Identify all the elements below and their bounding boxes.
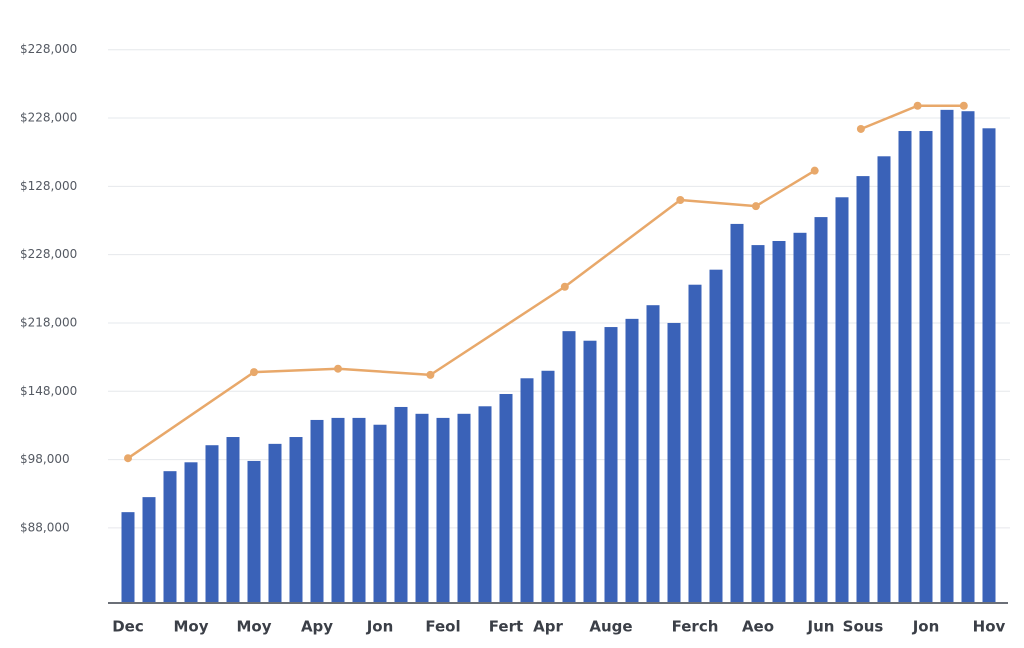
bar (772, 240, 786, 603)
line-point (124, 454, 132, 463)
x-tick-label: Feol (425, 618, 460, 636)
y-tick-label: $148,000 (20, 384, 77, 398)
line-point (676, 196, 685, 205)
line-point (810, 166, 819, 175)
line-point (250, 368, 258, 377)
x-tick-label: Apr (533, 618, 563, 636)
bar (793, 232, 807, 603)
y-tick-label: $128,000 (20, 179, 77, 193)
bar (940, 109, 954, 604)
x-tick-label: Moy (173, 618, 208, 636)
y-tick-label: $228,000 (20, 42, 77, 56)
x-tick-label: Sous (843, 618, 884, 636)
x-tick-label: Auge (589, 618, 632, 636)
bar (121, 512, 135, 603)
y-tick-label: $228,000 (20, 111, 77, 125)
line-point (426, 370, 435, 379)
x-tick-label: Hov (973, 618, 1006, 636)
y-tick-label: $98,000 (20, 452, 70, 466)
line-point (560, 282, 569, 291)
line-point (959, 101, 968, 110)
bar (835, 197, 849, 603)
x-tick-label: Jon (912, 618, 940, 636)
bar (625, 318, 639, 603)
x-tick-label: Jon (366, 618, 394, 636)
bar (436, 417, 450, 603)
bar (730, 223, 744, 603)
bar (709, 269, 723, 603)
bar (331, 417, 345, 603)
bar (499, 393, 513, 603)
bar (541, 370, 555, 603)
x-tick-label: Fert (489, 618, 523, 636)
bar (352, 417, 366, 603)
bar (163, 471, 177, 603)
bar (688, 284, 702, 603)
x-tick-label: Aeo (742, 618, 774, 636)
bar (961, 111, 975, 603)
bar (205, 445, 219, 603)
line-point (751, 202, 760, 211)
line-point (334, 364, 342, 373)
x-tick-label: Moy (236, 618, 271, 636)
bar (751, 245, 765, 604)
bar (814, 217, 828, 603)
bar (667, 322, 681, 603)
bar (982, 128, 996, 603)
x-tick-label: Ferch (672, 618, 719, 636)
bar (520, 378, 534, 603)
bar (268, 443, 282, 603)
bar (898, 131, 912, 603)
bar (646, 305, 660, 603)
bar (247, 460, 261, 603)
y-tick-label: $218,000 (20, 315, 77, 329)
line (127, 169, 816, 460)
line-point (913, 101, 922, 110)
bar (856, 176, 870, 603)
x-tick-label: Apy (301, 618, 333, 636)
bar (184, 462, 198, 603)
bar (457, 413, 471, 603)
line-point (856, 124, 865, 133)
bar (583, 340, 597, 603)
bar (226, 437, 240, 603)
bar (394, 406, 408, 603)
x-tick-label: Dec (112, 618, 144, 636)
x-tick-label: Jun (807, 618, 835, 636)
bar (478, 406, 492, 603)
bar (142, 497, 156, 603)
y-tick-label: $228,000 (20, 247, 77, 261)
bar (562, 331, 576, 603)
bar (373, 424, 387, 603)
bar (310, 419, 324, 603)
bar (415, 413, 429, 603)
bar (919, 131, 933, 603)
bar (604, 327, 618, 603)
y-tick-label: $88,000 (20, 520, 70, 534)
bar (877, 156, 891, 603)
bar (289, 437, 303, 603)
